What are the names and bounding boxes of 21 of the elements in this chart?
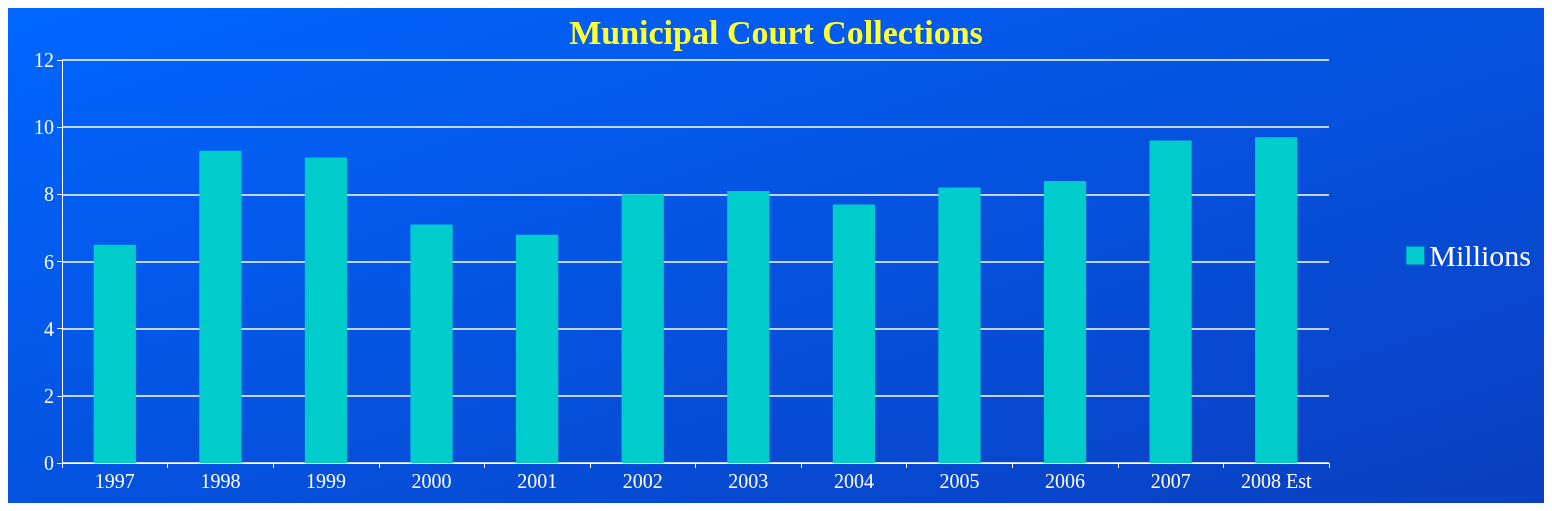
legend-label: Millions	[1429, 239, 1532, 272]
x-tick-label: 2000	[411, 470, 452, 492]
y-tick-label: 4	[44, 317, 54, 340]
x-tick-label: 2004	[833, 470, 874, 492]
y-tick-label: 6	[44, 250, 54, 273]
x-tick-label: 2002	[622, 470, 663, 492]
x-tick-label: 2008 Est	[1240, 470, 1312, 492]
x-tick-label: 2007	[1150, 470, 1191, 492]
chart-title: Municipal Court Collections	[569, 13, 983, 51]
x-tick-label: 2001	[517, 470, 558, 492]
y-tick-label: 10	[34, 116, 54, 139]
x-tick-label: 2005	[939, 470, 980, 492]
x-tick-label: 1999	[305, 470, 346, 492]
y-tick-label: 12	[34, 49, 54, 71]
y-tick-label: 0	[44, 452, 54, 474]
y-tick-label: 8	[44, 183, 54, 206]
x-tick-label: 2003	[728, 470, 769, 492]
x-tick-label: 2006	[1045, 470, 1086, 492]
x-tick-label: 1997	[94, 470, 135, 492]
x-tick-label: 1998	[200, 470, 241, 492]
y-tick-label: 2	[44, 384, 54, 407]
